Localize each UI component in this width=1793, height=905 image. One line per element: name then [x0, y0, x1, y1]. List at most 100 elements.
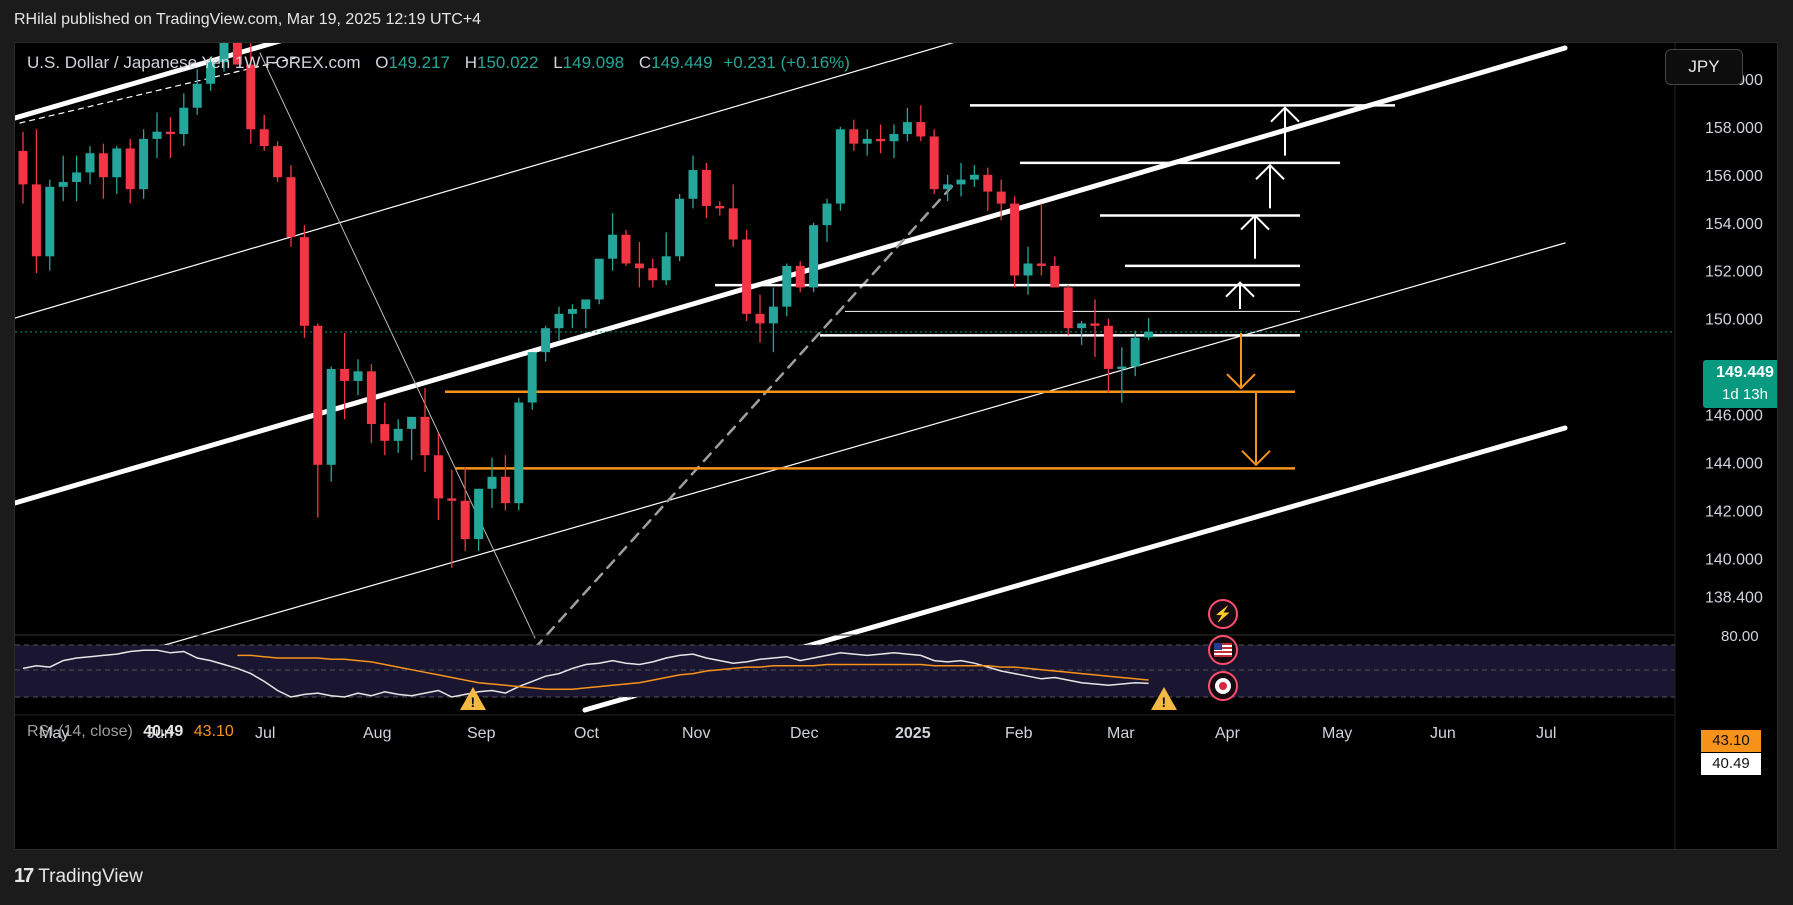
candle-body: [31, 184, 41, 257]
candle-body: [125, 148, 135, 190]
candle-body: [554, 313, 564, 329]
candle-body: [782, 265, 792, 307]
candle-body: [460, 500, 470, 540]
candle-body: [701, 170, 711, 206]
candle-body: [688, 170, 698, 199]
time-tick-label: Oct: [574, 725, 599, 742]
candle-body: [1117, 366, 1127, 369]
support-arrow-2-head: [1241, 450, 1271, 467]
candle-body: [621, 234, 631, 264]
candle-body: [206, 62, 216, 84]
candle-body: [420, 416, 430, 456]
us-flag-icon[interactable]: [1208, 635, 1238, 665]
candle-body: [85, 153, 95, 173]
candle-body: [152, 131, 162, 139]
high-label: H: [464, 53, 477, 72]
candle-body: [876, 138, 886, 142]
open-label: O: [375, 53, 389, 72]
tradingview-brand[interactable]: 17 TradingView: [14, 865, 143, 888]
candle-body: [715, 205, 725, 209]
candle-body: [58, 182, 68, 187]
price-chart[interactable]: 160.000158.000156.000154.000152.000150.0…: [15, 43, 1778, 850]
candle-body: [983, 174, 993, 192]
target-arrow-4-head: [1270, 106, 1300, 123]
thin-channel-line-top: [15, 43, 954, 319]
candle-body: [929, 136, 939, 190]
candle-body: [487, 476, 497, 489]
gray-dashed-trendline: [533, 181, 957, 650]
time-tick-label: Apr: [1215, 725, 1241, 742]
rsi-tag: 40.49: [1701, 753, 1761, 775]
candle-body: [916, 122, 926, 137]
candle-body: [1063, 287, 1073, 329]
candle-body: [1090, 323, 1100, 326]
candle-body: [326, 368, 336, 465]
rsi-80-label: 80.00: [1721, 628, 1759, 645]
rsi-legend: RSI (14, close) 40.49 43.10: [27, 723, 234, 741]
high-value: 150.022: [477, 53, 539, 72]
interval-label: 1W: [234, 53, 261, 72]
chart-frame[interactable]: 160.000158.000156.000154.000152.000150.0…: [14, 42, 1778, 850]
rsi-ma-value: 43.10: [193, 723, 234, 740]
time-tick-label: Sep: [467, 725, 496, 742]
thin-channel-line-mid: [15, 242, 1566, 689]
candle-body: [112, 148, 122, 178]
symbol-name[interactable]: U.S. Dollar / Japanese Yen: [27, 53, 231, 72]
candle-body: [139, 138, 149, 190]
support-arrow-1-head: [1226, 373, 1256, 390]
candle-body: [1130, 337, 1140, 367]
lightning-event-icon[interactable]: ⚡: [1208, 599, 1238, 629]
close-value: 149.449: [651, 53, 713, 72]
price-tick-label: 146.000: [1705, 407, 1763, 424]
candle-body: [728, 208, 738, 240]
bar-countdown: 1d 13h: [1722, 386, 1768, 403]
warning-icon: [460, 687, 486, 710]
candle-body: [366, 371, 376, 425]
rsi-line: [22, 649, 1149, 698]
japan-flag-glyph: [1215, 678, 1231, 694]
time-tick-label: Jul: [1536, 725, 1556, 742]
candle-body: [286, 177, 296, 238]
candle-body: [567, 309, 577, 314]
candle-body: [809, 225, 819, 288]
price-tick-label: 154.000: [1705, 216, 1763, 233]
candle-body: [433, 455, 443, 499]
thin-fall-line: [259, 52, 536, 639]
candle-body: [648, 268, 658, 281]
candle-body: [313, 325, 323, 465]
candle-body: [889, 134, 899, 142]
candle-body: [273, 146, 283, 178]
candle-body: [581, 299, 591, 310]
target-arrow-3-head: [1255, 163, 1285, 180]
rsi-value: 40.49: [143, 723, 184, 740]
price-tick-label: 140.000: [1705, 551, 1763, 568]
candle-body: [969, 174, 979, 180]
candle-body: [1023, 263, 1033, 276]
currency-button[interactable]: JPY: [1665, 49, 1743, 85]
japan-flag-icon[interactable]: [1208, 671, 1238, 701]
price-tick-label: 144.000: [1705, 455, 1763, 472]
candle-body: [219, 43, 229, 63]
warning-icon-mark: !: [471, 694, 476, 710]
candle-body: [768, 306, 778, 324]
time-tick-label: Nov: [682, 725, 710, 742]
candle-body: [1077, 323, 1087, 329]
time-tick-label: Jun: [147, 725, 173, 742]
tradingview-name: TradingView: [38, 865, 143, 887]
candle-body: [474, 488, 484, 540]
price-tick-label: 142.000: [1705, 503, 1763, 520]
candle-body: [835, 129, 845, 204]
target-arrow-2-head: [1240, 214, 1270, 231]
rsi-label[interactable]: RSI (14, close): [27, 723, 133, 740]
time-tick-label: Aug: [363, 725, 391, 742]
time-tick-label: Jul: [255, 725, 275, 742]
tradingview-logo: 17: [14, 865, 34, 887]
time-tick-label: May: [1322, 725, 1352, 742]
low-label: L: [553, 53, 563, 72]
open-value: 149.217: [388, 53, 450, 72]
symbol-legend: U.S. Dollar / Japanese Yen 1W FOREX.com …: [27, 53, 850, 73]
candle-body: [822, 203, 832, 226]
candle-body: [1050, 265, 1060, 288]
candle-body: [1036, 263, 1046, 266]
candle-body: [179, 107, 189, 135]
